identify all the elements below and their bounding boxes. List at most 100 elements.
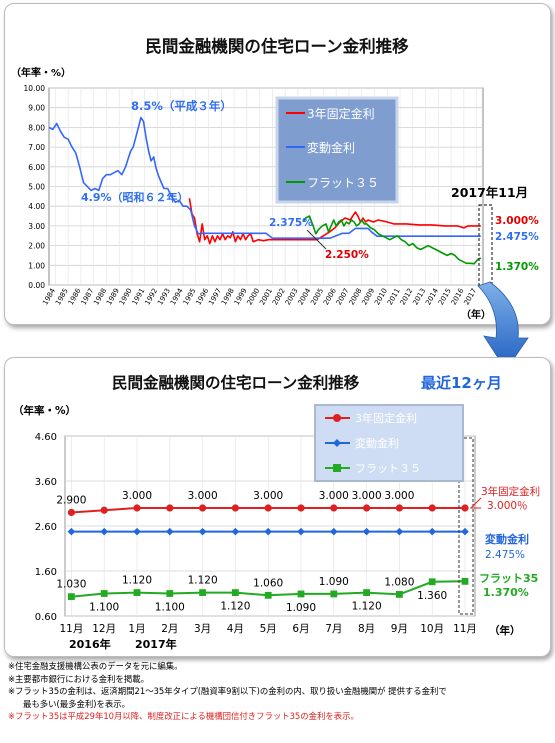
longterm-y-tick-label: 7.00 xyxy=(28,143,45,152)
recent12-chart: 民間金融機関の住宅ローン金利推移 最近12ヶ月 （年率・%） （年） 0.601… xyxy=(13,373,540,651)
longterm-y-tick-label: 6.00 xyxy=(28,163,45,172)
annotation-peak-1991: 8.5%（平成３年） xyxy=(131,99,232,113)
recent12-chart-subtitle: 最近12ヶ月 xyxy=(421,374,502,392)
recent12-x-tick-label: 7月 xyxy=(325,623,342,635)
end2-label-flat35-name: フラット35 xyxy=(479,572,538,585)
recent12-flat35-data-label: 1.100 xyxy=(89,602,119,614)
recent12-flat35-point xyxy=(264,591,272,599)
longterm-y-tick-label: 4.00 xyxy=(28,202,45,211)
recent12-fixed-data-label: 2.900 xyxy=(56,495,86,507)
legend-item-flat35: フラット３５ xyxy=(307,176,379,190)
longterm-series-line-1 xyxy=(48,116,481,239)
longterm-y-tick-label: 2.00 xyxy=(28,242,45,251)
recent12-flat35-point xyxy=(100,590,108,597)
recent12-flat35-data-label: 1.120 xyxy=(122,575,152,587)
recent12-fixed-point xyxy=(166,504,174,512)
recent12-latest-highlight-box xyxy=(458,437,474,615)
recent12-flat35-point xyxy=(232,589,239,596)
annotation-low-1987: 4.9%（昭和６２年） xyxy=(81,190,189,204)
recent12-fixed-data-label: 3.000 xyxy=(352,490,382,502)
annotation-fixed-2250: 2.250% xyxy=(325,249,369,261)
recent12-fixed-data-label: 3.000 xyxy=(253,490,283,502)
longterm-y-tick-label: 8.00 xyxy=(28,123,45,132)
recent12-x-tick-label: 4月 xyxy=(227,623,244,635)
longterm-series-line-2 xyxy=(302,215,482,265)
recent12-flat35-point xyxy=(461,577,469,585)
end-label-flat35: 1.370% xyxy=(495,261,539,273)
longterm-y-tick-label: 5.00 xyxy=(28,183,45,192)
recent12-fixed-data-label: 3.000 xyxy=(188,490,218,502)
recent12-y-tick-label: 2.60 xyxy=(35,522,57,533)
recent12-flat35-point xyxy=(330,590,338,598)
recent12-flat35-point xyxy=(68,593,75,601)
recent12-flat35-data-label: 1.100 xyxy=(155,602,185,614)
recent12-flat35-data-label: 1.090 xyxy=(286,602,316,614)
legend2-item-fixed-3yr: 3年固定金利 xyxy=(355,411,417,425)
recent12-flat35-point xyxy=(428,578,436,586)
longterm-y-unit-label: （年率・%） xyxy=(11,66,71,79)
recent12-fixed-point xyxy=(199,504,207,512)
recent12-x-tick-label: 5月 xyxy=(260,623,277,635)
recent12-fixed-point xyxy=(100,506,108,514)
legend2-item-flat35: フラット３５ xyxy=(355,462,421,475)
recent12-flat35-point xyxy=(199,589,206,596)
recent12-flat35-point xyxy=(363,589,370,596)
recent12-fixed-point xyxy=(133,504,141,512)
recent12-flat35-data-label: 1.030 xyxy=(56,579,86,591)
end2-label-flat35-value: 1.370% xyxy=(483,586,529,599)
recent12-x-tick-label: 6月 xyxy=(292,623,309,635)
longterm-y-tick-label: 9.00 xyxy=(28,104,45,113)
recent12-x-unit-label: （年） xyxy=(489,624,521,637)
end-label-fixed: 3.000% xyxy=(495,215,539,227)
recent12-y-tick-label: 0.60 xyxy=(35,612,57,623)
note-banks: ※主要都市銀行における金利を掲載。 xyxy=(8,673,150,684)
recent12-flat35-data-label: 1.360 xyxy=(417,590,447,602)
recent12-fixed-point xyxy=(461,504,469,512)
recent12-fixed-point xyxy=(363,504,371,512)
recent12-fixed-point xyxy=(297,504,305,512)
annotation-latest-month: 2017年11月 xyxy=(451,185,528,200)
longterm-series-line-0 xyxy=(188,198,481,245)
recent12-flat35-data-label: 1.080 xyxy=(384,576,414,588)
end-label-variable: 2.475% xyxy=(495,231,539,243)
recent12-flat35-point xyxy=(396,591,403,598)
recent12-flat35-data-label: 1.090 xyxy=(319,576,349,588)
year-label-2016: 2016年 xyxy=(69,637,111,651)
recent12-x-tick-label: 11月 xyxy=(59,623,83,635)
recent12-flat35-data-label: 1.120 xyxy=(352,601,382,613)
recent12-fixed-point xyxy=(395,504,403,512)
recent12-x-tick-label: 2月 xyxy=(161,623,178,635)
recent12-chart-title: 民間金融機関の住宅ローン金利推移 xyxy=(112,373,360,392)
recent12-x-tick-label: 12月 xyxy=(92,623,116,635)
annotation-variable-2375: 2.375% xyxy=(269,217,313,229)
longterm-y-tick-label: 1.00 xyxy=(28,261,45,270)
longterm-chart-panel: 民間金融機関の住宅ローン金利推移 （年率・%） （年） 0.00 1.00 2.00… xyxy=(4,3,551,325)
longterm-y-tick-label: 3.00 xyxy=(28,222,45,231)
longterm-chart-title: 民間金融機関の住宅ローン金利推移 xyxy=(145,36,409,56)
longterm-legend xyxy=(275,96,399,204)
longterm-x-unit-label: （年） xyxy=(461,308,491,321)
recent12-flat35-data-label: 1.060 xyxy=(253,577,283,589)
end2-label-fixed-value: 3.000％ xyxy=(487,500,528,512)
zoom-arrow xyxy=(477,281,529,371)
recent12-x-tick-label: 9月 xyxy=(391,623,408,635)
recent12-fixed-point xyxy=(264,504,272,512)
recent12-y-tick-label: 3.60 xyxy=(35,477,57,488)
longterm-chart: 民間金融機関の住宅ローン金利推移 （年率・%） （年） 0.00 1.00 2.00… xyxy=(11,36,539,321)
recent12-flat35-point xyxy=(297,590,305,598)
recent12-flat35-data-label: 1.120 xyxy=(188,575,218,587)
recent12-y-tick-label: 1.60 xyxy=(35,567,57,578)
recent12-fixed-data-label: 3.000 xyxy=(122,490,152,502)
recent12-x-tick-label: 10月 xyxy=(420,623,444,635)
recent12-flat35-point xyxy=(166,590,174,597)
year-label-2017: 2017年 xyxy=(135,637,177,651)
recent12-fixed-data-label: 3.000 xyxy=(384,490,414,502)
recent12-fixed-point xyxy=(67,508,75,517)
recent12-fixed-point xyxy=(330,504,338,512)
recent12-y-unit-label: （年率・%） xyxy=(13,404,76,417)
end2-label-variable-value: 2.475% xyxy=(485,549,525,561)
recent12-chart-panel: 民間金融機関の住宅ローン金利推移 最近12ヶ月 （年率・%） （年） 0.60 1… xyxy=(4,357,551,657)
recent12-x-tick-label: 3月 xyxy=(194,623,211,635)
recent12-y-tick-label: 4.60 xyxy=(35,432,57,443)
legend-item-fixed-3yr: 3年固定金利 xyxy=(307,106,375,121)
